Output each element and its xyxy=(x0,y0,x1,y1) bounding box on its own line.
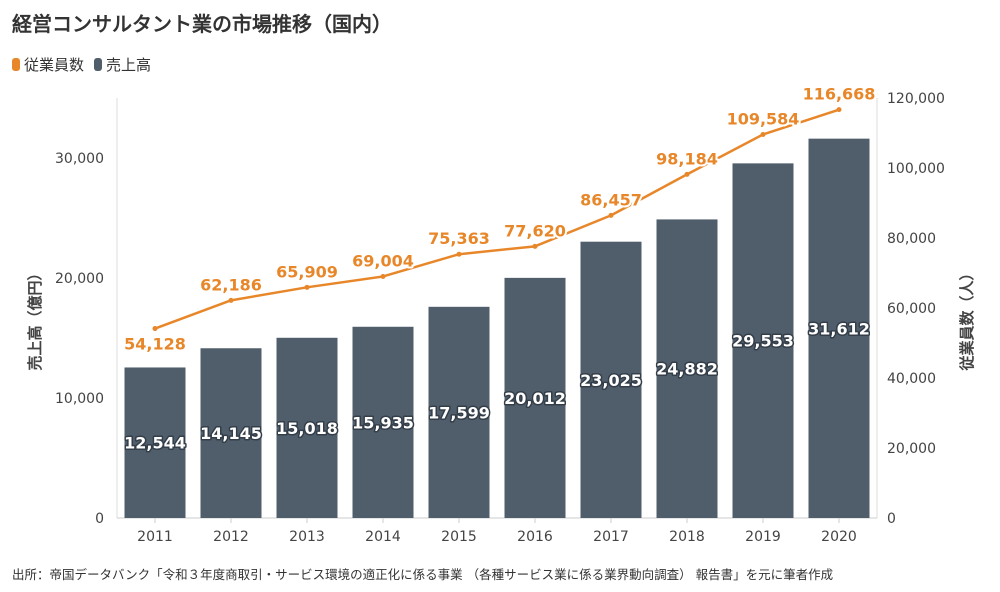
sales-bar[interactable] xyxy=(276,337,338,518)
sales-value-label: 15,018 xyxy=(276,419,338,438)
y-right-tick-label: 40,000 xyxy=(887,371,936,387)
employees-value-label: 75,363 xyxy=(428,229,490,248)
employees-point[interactable] xyxy=(532,243,538,249)
employees-value-label: 86,457 xyxy=(580,190,642,209)
employees-point[interactable] xyxy=(304,284,310,290)
footer-note: 出所：帝国データバンク「令和３年度商取引・サービス環境の適正化に係る事業 （各種… xyxy=(12,567,834,582)
legend-label-sales: 売上高 xyxy=(106,56,152,74)
employees-value-label: 109,584 xyxy=(727,109,800,128)
x-tick-label: 2012 xyxy=(213,529,249,545)
sales-bar[interactable] xyxy=(808,138,870,518)
employees-value-label: 116,668 xyxy=(803,85,876,104)
y-right-tick-label: 120,000 xyxy=(887,91,945,107)
bars xyxy=(124,138,870,518)
line-series xyxy=(152,107,842,332)
y-left-tick-label: 0 xyxy=(95,511,104,527)
sales-value-label: 17,599 xyxy=(428,403,490,422)
x-tick-label: 2015 xyxy=(441,529,477,545)
employees-point[interactable] xyxy=(608,212,614,218)
employees-point[interactable] xyxy=(152,326,158,332)
employees-value-label: 65,909 xyxy=(276,262,338,281)
y-right-tick-label: 20,000 xyxy=(887,441,936,457)
x-tick-label: 2018 xyxy=(669,529,705,545)
sales-bar[interactable] xyxy=(200,348,262,518)
sales-value-label: 15,935 xyxy=(352,413,414,432)
y-right-tick-label: 100,000 xyxy=(887,161,945,177)
sales-bar[interactable] xyxy=(580,241,642,518)
sales-bar[interactable] xyxy=(504,277,566,518)
sales-bar[interactable] xyxy=(352,326,414,518)
y-left-tick-label: 30,000 xyxy=(55,151,104,167)
employees-point[interactable] xyxy=(760,131,766,137)
employees-line xyxy=(154,108,840,330)
x-tick-label: 2019 xyxy=(745,529,781,545)
employees-value-label: 77,620 xyxy=(504,221,566,240)
sales-value-label: 23,025 xyxy=(580,371,642,390)
x-tick-label: 2011 xyxy=(137,529,173,545)
x-tick-label: 2014 xyxy=(365,529,401,545)
employees-point[interactable] xyxy=(380,273,386,279)
axes: 0 10,000 20,000 30,000 0 20,000 40,000 60,000 80… xyxy=(26,91,976,545)
employees-point[interactable] xyxy=(228,297,234,303)
x-tick-label: 2017 xyxy=(593,529,629,545)
employees-point[interactable] xyxy=(456,251,462,257)
legend-item-sales[interactable]: 売上高 xyxy=(94,54,151,75)
y-right-tick-label: 60,000 xyxy=(887,301,936,317)
sales-bar[interactable] xyxy=(124,367,186,518)
y-right-tick-label: 80,000 xyxy=(887,231,936,247)
legend-item-employees[interactable]: 従業員数 xyxy=(12,54,84,75)
sales-value-label: 29,553 xyxy=(732,332,794,351)
sales-value-label: 12,544 xyxy=(124,434,186,453)
sales-value-label: 20,012 xyxy=(504,389,566,408)
data-labels: 12,544 14,145 15,018 15,935 17,599 20,012 23,0… xyxy=(122,83,877,455)
sales-bar[interactable] xyxy=(656,219,718,518)
y-right-tick-label: 0 xyxy=(887,511,896,527)
sales-value-label: 24,882 xyxy=(656,360,718,379)
legend-label-employees: 従業員数 xyxy=(24,56,85,74)
legend-swatch-employees xyxy=(12,58,20,71)
y-left-tick-label: 10,000 xyxy=(55,391,104,407)
employees-value-label: 98,184 xyxy=(656,149,718,168)
y-right-axis-title: 従業員数（人） xyxy=(958,265,976,371)
x-tick-label: 2016 xyxy=(517,529,553,545)
sales-value-label: 31,612 xyxy=(808,319,870,338)
x-tick-label: 2013 xyxy=(289,529,325,545)
legend-swatch-sales xyxy=(94,58,103,71)
sales-bar[interactable] xyxy=(732,163,794,518)
employees-value-label: 62,186 xyxy=(200,275,262,294)
employees-value-label: 54,128 xyxy=(124,335,186,354)
employees-point[interactable] xyxy=(684,171,690,177)
sales-value-label: 14,145 xyxy=(200,424,262,443)
x-tick-label: 2020 xyxy=(821,529,857,545)
chart-title: 経営コンサルタント業の市場推移（国内） xyxy=(12,12,392,36)
sales-bar[interactable] xyxy=(428,306,490,518)
legend: 従業員数 売上高 xyxy=(12,54,151,75)
employees-point[interactable] xyxy=(836,107,842,113)
employees-value-label: 69,004 xyxy=(352,251,414,270)
y-left-tick-label: 20,000 xyxy=(55,271,104,287)
y-left-axis-title: 売上高（億円） xyxy=(26,265,44,370)
